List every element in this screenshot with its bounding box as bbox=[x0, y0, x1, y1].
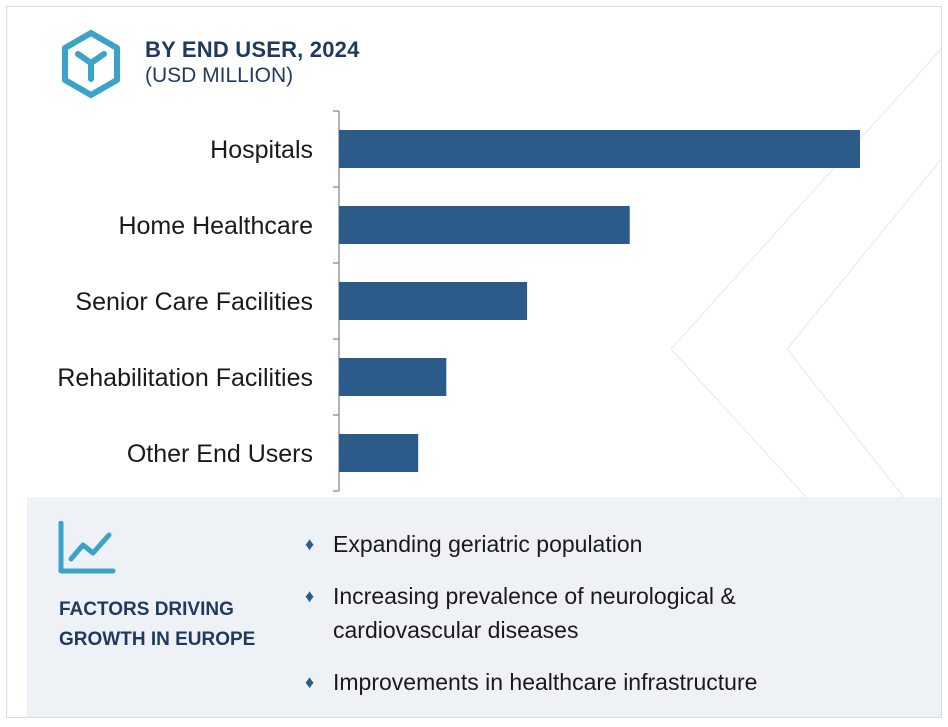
diamond-bullet-icon: ♦ bbox=[305, 534, 315, 554]
bar-rehabilitation-facilities bbox=[339, 358, 447, 396]
growth-factors-panel: FACTORS DRIVING GROWTH IN EUROPE ♦ Expan… bbox=[27, 497, 941, 717]
bar-chart: Hospitals Home Healthcare Senior Care Faci… bbox=[57, 110, 860, 492]
factor-list: ♦ Expanding geriatric population ♦ Incre… bbox=[305, 527, 785, 699]
factors-title: FACTORS DRIVING GROWTH IN EUROPE bbox=[59, 599, 256, 650]
hexagon-y-logo-icon bbox=[62, 30, 120, 98]
category-label: Rehabilitation Facilities bbox=[57, 364, 313, 392]
chart-subtitle: (USD MILLION) bbox=[145, 64, 294, 87]
factor-item: ♦ Expanding geriatric population bbox=[305, 527, 785, 561]
diamond-bullet-icon: ♦ bbox=[305, 586, 315, 606]
factor-text: Increasing prevalence of neurological & … bbox=[333, 583, 736, 643]
bar-hospitals bbox=[339, 130, 860, 168]
category-label: Hospitals bbox=[210, 136, 313, 164]
category-label: Senior Care Facilities bbox=[75, 288, 313, 316]
bar-other-end-users bbox=[339, 434, 419, 472]
bar-senior-care-facilities bbox=[339, 282, 528, 320]
factor-item: ♦ Improvements in healthcare infrastruct… bbox=[305, 665, 785, 699]
trend-line-icon bbox=[58, 521, 116, 574]
diamond-bullet-icon: ♦ bbox=[305, 672, 315, 692]
infographic-frame: BY END USER, 2024 (USD MILLION) Hospital… bbox=[6, 6, 942, 718]
category-label: Home Healthcare bbox=[118, 212, 313, 240]
bar-home-healthcare bbox=[339, 206, 630, 244]
factor-text: Expanding geriatric population bbox=[333, 531, 643, 557]
factor-item: ♦ Increasing prevalence of neurological … bbox=[305, 579, 785, 647]
category-label: Other End Users bbox=[127, 440, 313, 468]
factor-text: Improvements in healthcare infrastructur… bbox=[333, 669, 758, 695]
chart-title: BY END USER, 2024 bbox=[145, 37, 360, 62]
